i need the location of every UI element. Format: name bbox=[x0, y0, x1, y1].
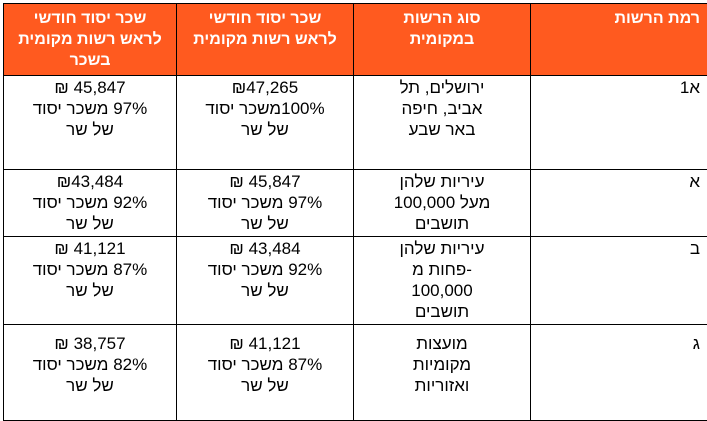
header-level: רמת הרשות bbox=[531, 4, 707, 76]
level-cell: ג bbox=[531, 325, 707, 421]
level-value: א1 bbox=[531, 77, 700, 98]
salary-deputy-percent: 82% משכר יסוד bbox=[4, 354, 176, 375]
salary-note: של שר bbox=[177, 119, 353, 140]
authority-type-line: אביב, חיפה bbox=[354, 98, 530, 119]
salary-note: של שר bbox=[177, 375, 353, 396]
header-salary-deputy-line: בשכר bbox=[4, 50, 176, 71]
authority-type-cell: עיריות שלהן מעל 100,000 תושבים bbox=[354, 170, 531, 237]
authority-type-line: ירושלים, תל bbox=[354, 77, 530, 98]
salary-deputy-amount: 38,757 ₪ bbox=[4, 333, 176, 354]
header-type-line: סוג הרשות bbox=[354, 8, 530, 29]
table-row: ג מועצות מקומיות ואזוריות 41,121 ₪ 87% מ… bbox=[4, 325, 707, 421]
salary-table: רמת הרשות סוג הרשות במקומית שכר יסוד חוד… bbox=[3, 3, 707, 421]
authority-type-cell: מועצות מקומיות ואזוריות bbox=[354, 325, 531, 421]
salary-percent: 97% משכר יסוד bbox=[177, 192, 353, 213]
header-salary-deputy-line: שכר יסוד חודשי bbox=[4, 8, 176, 29]
salary-deputy-cell: 38,757 ₪ 82% משכר יסוד של שר bbox=[4, 325, 177, 421]
table-row: ב עיריות שלהן -פחות מ 100,000 תושבים 43,… bbox=[4, 237, 707, 325]
salary-deputy-cell: 45,847 ₪ 97% משכר יסוד של שר bbox=[4, 76, 177, 170]
header-salary-deputy: שכר יסוד חודשי לראש רשות מקומית בשכר bbox=[4, 4, 177, 76]
authority-type-line: 100,000 bbox=[354, 280, 530, 301]
authority-type-line: תושבים bbox=[354, 213, 530, 234]
salary-cell: ₪47,265 100%משכר יסוד של שר bbox=[177, 76, 354, 170]
salary-deputy-amount: ₪43,484 bbox=[4, 171, 176, 192]
salary-note: של שר bbox=[177, 213, 353, 234]
salary-amount: 43,484 ₪ bbox=[177, 238, 353, 259]
salary-amount: 45,847 ₪ bbox=[177, 171, 353, 192]
salary-deputy-percent: 92% משכר יסוד bbox=[4, 192, 176, 213]
authority-type-line: ואזוריות bbox=[354, 375, 530, 396]
authority-type-cell: ירושלים, תל אביב, חיפה באר שבע bbox=[354, 76, 531, 170]
level-cell: א bbox=[531, 170, 707, 237]
salary-deputy-amount: 45,847 ₪ bbox=[4, 77, 176, 98]
salary-note: של שר bbox=[177, 280, 353, 301]
authority-type-line: עיריות שלהן bbox=[354, 171, 530, 192]
salary-amount: 41,121 ₪ bbox=[177, 333, 353, 354]
level-value: ג bbox=[531, 333, 700, 354]
header-row: רמת הרשות סוג הרשות במקומית שכר יסוד חוד… bbox=[4, 4, 707, 76]
salary-deputy-percent: 97% משכר יסוד bbox=[4, 98, 176, 119]
authority-type-cell: עיריות שלהן -פחות מ 100,000 תושבים bbox=[354, 237, 531, 325]
table-row: א1 ירושלים, תל אביב, חיפה באר שבע ₪47,26… bbox=[4, 76, 707, 170]
header-salary-line: לראש רשות מקומית bbox=[177, 29, 353, 50]
salary-amount: ₪47,265 bbox=[177, 77, 353, 98]
level-cell: ב bbox=[531, 237, 707, 325]
header-type-line: במקומית bbox=[354, 29, 530, 50]
header-salary-deputy-line: לראש רשות מקומית bbox=[4, 29, 176, 50]
salary-percent: 87% משכר יסוד bbox=[177, 354, 353, 375]
salary-deputy-note: של שר bbox=[4, 280, 176, 301]
authority-type-line: -פחות מ bbox=[354, 259, 530, 280]
salary-deputy-cell: ₪43,484 92% משכר יסוד של שר bbox=[4, 170, 177, 237]
salary-cell: 45,847 ₪ 97% משכר יסוד של שר bbox=[177, 170, 354, 237]
level-value: א bbox=[531, 171, 700, 192]
authority-type-line: באר שבע bbox=[354, 119, 530, 140]
salary-deputy-amount: 41,121 ₪ bbox=[4, 238, 176, 259]
authority-type-line: מועצות bbox=[354, 333, 530, 354]
salary-deputy-percent: 87% משכר יסוד bbox=[4, 259, 176, 280]
salary-deputy-note: של שר bbox=[4, 375, 176, 396]
authority-type-line: עיריות שלהן bbox=[354, 238, 530, 259]
salary-deputy-cell: 41,121 ₪ 87% משכר יסוד של שר bbox=[4, 237, 177, 325]
level-cell: א1 bbox=[531, 76, 707, 170]
salary-percent: 92% משכר יסוד bbox=[177, 259, 353, 280]
authority-type-line: מקומיות bbox=[354, 354, 530, 375]
salary-cell: 43,484 ₪ 92% משכר יסוד של שר bbox=[177, 237, 354, 325]
salary-deputy-note: של שר bbox=[4, 213, 176, 234]
header-level-text: רמת הרשות bbox=[531, 8, 700, 29]
header-salary: שכר יסוד חודשי לראש רשות מקומית bbox=[177, 4, 354, 76]
salary-deputy-note: של שר bbox=[4, 119, 176, 140]
table-row: א עיריות שלהן מעל 100,000 תושבים 45,847 … bbox=[4, 170, 707, 237]
authority-type-line: תושבים bbox=[354, 301, 530, 322]
salary-cell: 41,121 ₪ 87% משכר יסוד של שר bbox=[177, 325, 354, 421]
header-authority-type: סוג הרשות במקומית bbox=[354, 4, 531, 76]
header-salary-line: שכר יסוד חודשי bbox=[177, 8, 353, 29]
salary-percent: 100%משכר יסוד bbox=[177, 98, 353, 119]
level-value: ב bbox=[531, 238, 700, 259]
authority-type-line: מעל 100,000 bbox=[354, 192, 530, 213]
